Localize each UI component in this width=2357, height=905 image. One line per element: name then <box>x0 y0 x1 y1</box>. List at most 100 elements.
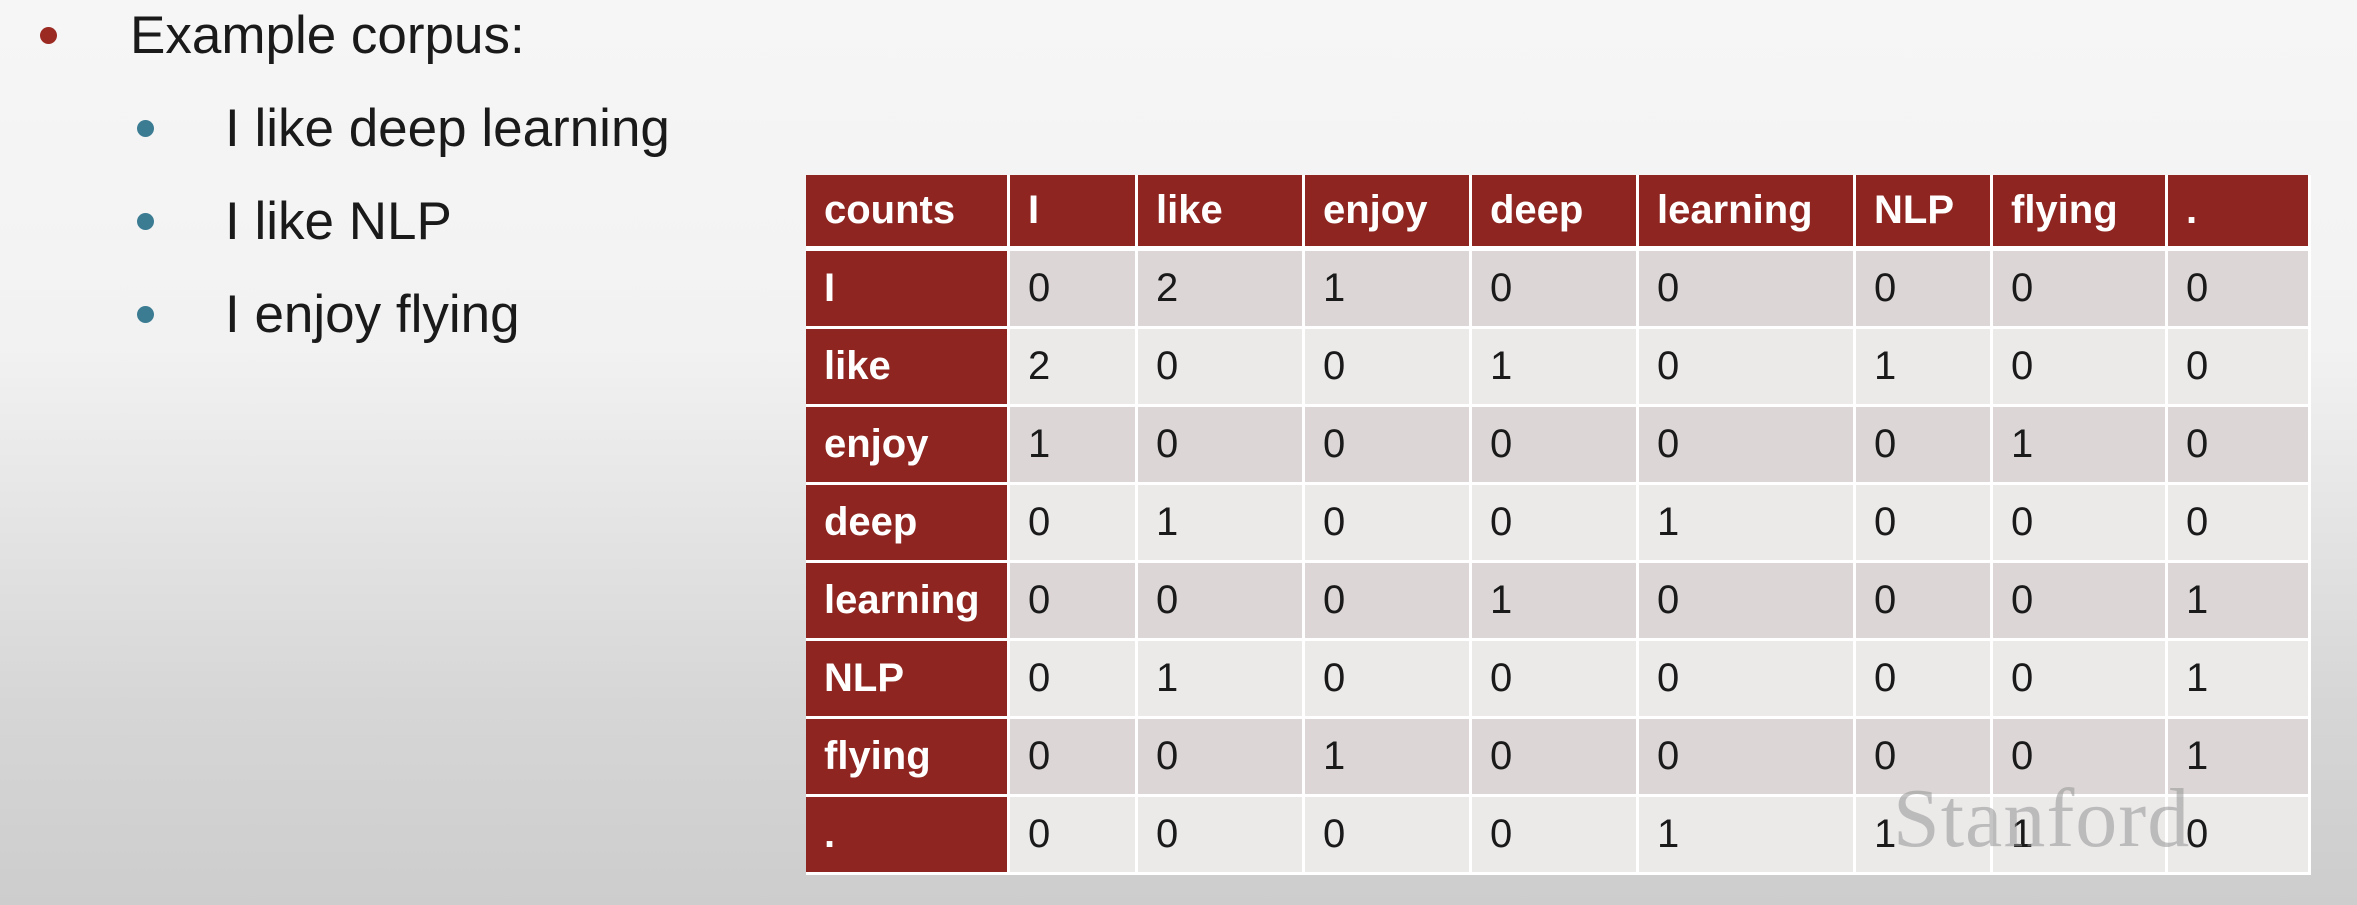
table-cell: 0 <box>1472 251 1639 329</box>
table-cell: 0 <box>1010 485 1138 563</box>
table-cell: 0 <box>1138 563 1305 641</box>
table-cell: 0 <box>1138 329 1305 407</box>
table-cell: 1 <box>1305 719 1472 797</box>
table-cell: 0 <box>2168 251 2311 329</box>
table-cell: 0 <box>1639 641 1856 719</box>
table-cell: 0 <box>2168 485 2311 563</box>
table-cell: 0 <box>1472 485 1639 563</box>
table-cell: 0 <box>1305 407 1472 485</box>
table-cell: 1 <box>1010 407 1138 485</box>
main-bullet-dot <box>40 27 57 44</box>
row-header: flying <box>806 719 1010 797</box>
table-cell: 1 <box>1472 563 1639 641</box>
table-cell: 1 <box>1856 329 1993 407</box>
table-cell: 0 <box>1472 641 1639 719</box>
column-header: like <box>1138 175 1305 251</box>
table-cell: 1 <box>1993 407 2168 485</box>
table-cell: 0 <box>1639 563 1856 641</box>
sub-bullet-dot <box>137 306 154 323</box>
sub-bullet-dot <box>137 120 154 137</box>
table-row: NLP 0 1 0 0 0 0 0 1 <box>806 641 2311 719</box>
stanford-watermark: Stanford <box>1893 772 2191 865</box>
table-row: like 2 0 0 1 0 1 0 0 <box>806 329 2311 407</box>
row-header: like <box>806 329 1010 407</box>
row-header: enjoy <box>806 407 1010 485</box>
table-row: learning 0 0 0 1 0 0 0 1 <box>806 563 2311 641</box>
table-cell: 1 <box>1305 251 1472 329</box>
table-row: enjoy 1 0 0 0 0 0 1 0 <box>806 407 2311 485</box>
table-cell: 0 <box>1993 485 2168 563</box>
table-cell: 1 <box>2168 719 2311 797</box>
table-cell: 0 <box>2168 407 2311 485</box>
table-cell: 0 <box>1010 563 1138 641</box>
table-cell: 1 <box>1138 641 1305 719</box>
column-header: learning <box>1639 175 1856 251</box>
table-cell: 0 <box>1856 407 1993 485</box>
table-cell: 1 <box>2168 641 2311 719</box>
table-cell: 0 <box>1993 329 2168 407</box>
cooccurrence-table: counts I like enjoy deep learning NLP fl… <box>806 175 2311 875</box>
table-cell: 1 <box>1639 797 1856 875</box>
table-cell: 0 <box>1138 719 1305 797</box>
table-cell: 0 <box>1305 563 1472 641</box>
column-header: NLP <box>1856 175 1993 251</box>
table-cell: 0 <box>1010 719 1138 797</box>
table-cell: 0 <box>1138 797 1305 875</box>
table-cell: 0 <box>1305 329 1472 407</box>
corpus-sentence: I like deep learning <box>225 99 670 158</box>
table-cell: 0 <box>1856 641 1993 719</box>
table-cell: 2 <box>1138 251 1305 329</box>
table-cell: 1 <box>1856 797 1993 875</box>
table-cell: 0 <box>1305 485 1472 563</box>
table-cell: 2 <box>1010 329 1138 407</box>
row-header: . <box>806 797 1010 875</box>
table-row: flying 0 0 1 0 0 0 0 1 <box>806 719 2311 797</box>
table-cell: 0 <box>1639 719 1856 797</box>
table-cell: 0 <box>1993 563 2168 641</box>
column-header: flying <box>1993 175 2168 251</box>
row-header: learning <box>806 563 1010 641</box>
table-cell: 0 <box>1993 641 2168 719</box>
table-cell: 0 <box>2168 797 2311 875</box>
column-header: . <box>2168 175 2311 251</box>
table-cell: 0 <box>1856 251 1993 329</box>
table-row: . 0 0 0 0 1 1 1 0 <box>806 797 2311 875</box>
table-cell: 0 <box>1856 563 1993 641</box>
row-header: NLP <box>806 641 1010 719</box>
table-cell: 0 <box>1639 407 1856 485</box>
corpus-heading: Example corpus: <box>130 6 525 65</box>
cooccurrence-table-wrap: counts I like enjoy deep learning NLP fl… <box>806 175 2311 875</box>
table-cell: 0 <box>1305 641 1472 719</box>
table-cell: 0 <box>1138 407 1305 485</box>
table-cell: 1 <box>1472 329 1639 407</box>
table-cell: 0 <box>2168 329 2311 407</box>
table-cell: 0 <box>1639 329 1856 407</box>
table-cell: 0 <box>1639 251 1856 329</box>
table-row: deep 0 1 0 0 1 0 0 0 <box>806 485 2311 563</box>
column-header: I <box>1010 175 1138 251</box>
table-cell: 0 <box>1856 485 1993 563</box>
table-cell: 0 <box>1856 719 1993 797</box>
corpus-sentence: I like NLP <box>225 192 452 251</box>
column-header: deep <box>1472 175 1639 251</box>
table-row: I 0 2 1 0 0 0 0 0 <box>806 251 2311 329</box>
table-cell: 0 <box>1305 797 1472 875</box>
table-cell: 0 <box>1472 407 1639 485</box>
column-header: enjoy <box>1305 175 1472 251</box>
table-cell: 0 <box>1993 251 2168 329</box>
table-cell: 0 <box>1472 797 1639 875</box>
table-cell: 0 <box>1010 251 1138 329</box>
table-cell: 1 <box>1138 485 1305 563</box>
row-header: I <box>806 251 1010 329</box>
table-cell: 1 <box>1639 485 1856 563</box>
table-cell: 0 <box>1993 719 2168 797</box>
table-cell: 0 <box>1010 797 1138 875</box>
sub-bullet-dot <box>137 213 154 230</box>
table-cell: 1 <box>1993 797 2168 875</box>
table-corner-header: counts <box>806 175 1010 251</box>
table-cell: 0 <box>1472 719 1639 797</box>
row-header: deep <box>806 485 1010 563</box>
table-cell: 1 <box>2168 563 2311 641</box>
corpus-sentence: I enjoy flying <box>225 285 520 344</box>
